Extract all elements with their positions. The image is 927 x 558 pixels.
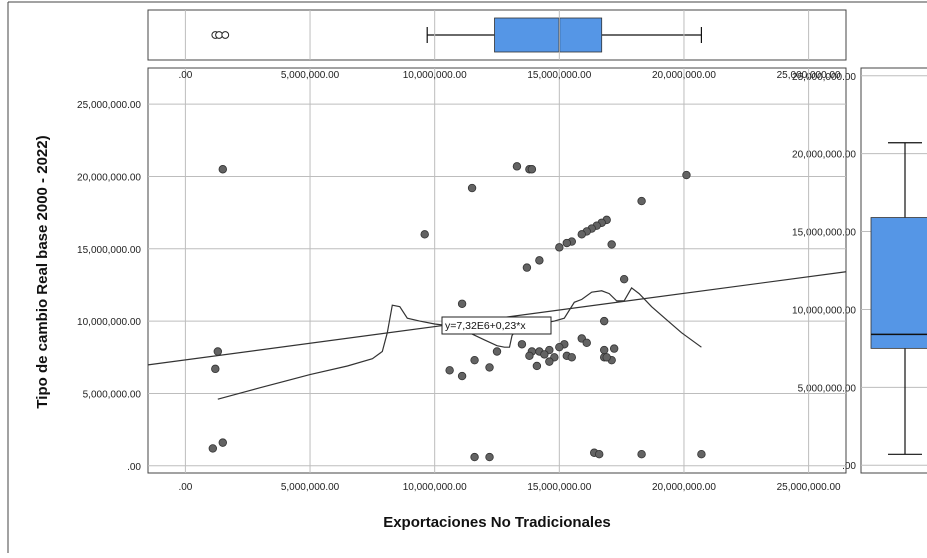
y-tick-labels: .00 5,000,000.00 10,000,000.00 15,000,000.0…: [77, 100, 141, 473]
data-point: [545, 357, 554, 366]
y-box-tick-label: .00: [842, 461, 856, 472]
x-tick-label-top: 15,000,000.00: [527, 70, 591, 81]
data-point: [485, 452, 494, 462]
data-point: [470, 452, 479, 462]
data-point: [512, 162, 522, 171]
main-plot: .00 5,000,000.00 10,000,000.00 15,000,000.0…: [77, 10, 847, 493]
y-box-tick-label: 20,000,000.00: [792, 150, 856, 161]
x-boxplot-frame: [147, 9, 847, 61]
data-point: [555, 243, 564, 252]
fit-label-group: y=7,32E6+0,23*x: [441, 316, 552, 335]
data-point: [637, 449, 646, 459]
data-point: [525, 351, 534, 361]
data-point: [697, 449, 706, 459]
y-tick-label: .00: [127, 462, 141, 473]
y-boxplot-panel: .00 5,000,000.00 10,000,000.00 15,000,000.0…: [792, 67, 927, 474]
data-point: [619, 274, 629, 284]
x-tick-label: 15,000,000.00: [527, 482, 591, 493]
y-box-tick-label: 25,000,000.00: [792, 72, 856, 83]
data-point: [562, 238, 571, 248]
x-tick-labels-bottom: .00 5,000,000.00 10,000,000.00 15,000,000.0…: [178, 482, 841, 493]
data-point: [527, 165, 537, 174]
fit-equation-label: y=7,32E6+0,23*x: [445, 320, 526, 332]
y-boxplot-frame: [860, 67, 927, 474]
data-point: [535, 256, 544, 265]
data-point: [609, 344, 619, 353]
x-tick-label-top: 25,000,000.00: [777, 70, 841, 81]
x-tick-label: 10,000,000.00: [403, 482, 467, 493]
x-tick-labels-top: .00 5,000,000.00 10,000,000.00 15,000,000.0…: [178, 70, 841, 81]
x-box-outlier: [221, 31, 230, 39]
data-point: [208, 444, 218, 453]
data-point: [599, 316, 609, 326]
data-point: [567, 353, 576, 362]
x-tick-label: 20,000,000.00: [652, 482, 716, 493]
data-point: [637, 196, 646, 206]
data-point: [492, 347, 502, 356]
x-tick-label: 5,000,000.00: [281, 482, 340, 493]
plot-frame: [147, 67, 847, 474]
y-box-tick-label: 10,000,000.00: [792, 305, 856, 316]
data-point: [577, 230, 586, 239]
loess-curve: [217, 287, 702, 400]
x-box: [494, 17, 603, 53]
x-tick-label-top: 5,000,000.00: [281, 70, 340, 81]
grid-lines: [148, 10, 846, 473]
x-tick-label: 25,000,000.00: [777, 482, 841, 493]
y-box-tick-label: 15,000,000.00: [792, 228, 856, 239]
data-point: [540, 350, 549, 359]
data-point: [595, 449, 604, 459]
y-box: [870, 217, 927, 349]
y-axis-title: Tipo de cambio Real base 2000 - 2022): [34, 135, 51, 408]
y-tick-label: 10,000,000.00: [77, 317, 141, 328]
data-point: [607, 240, 616, 249]
data-point: [470, 355, 479, 365]
data-point: [602, 353, 611, 362]
loess-curve-group: [217, 287, 702, 400]
y-tick-label: 15,000,000.00: [77, 245, 141, 256]
fit-label-box: [441, 316, 552, 335]
x-tick-label-top: .00: [178, 70, 192, 81]
x-axis-title: Exportaciones No Tradicionales: [383, 514, 611, 531]
data-point: [517, 340, 527, 349]
x-tick-label-top: 10,000,000.00: [403, 70, 467, 81]
data-point: [420, 230, 429, 239]
data-point: [211, 364, 220, 374]
data-point: [218, 438, 227, 447]
x-boxplot-panel: [147, 9, 847, 61]
data-point: [467, 183, 477, 193]
data-point: [218, 165, 227, 174]
x-tick-label: .00: [178, 482, 192, 493]
data-point: [213, 347, 222, 356]
data-points: [208, 162, 706, 462]
data-point: [555, 342, 564, 352]
data-point: [457, 299, 467, 308]
y-box-tick-label: 5,000,000.00: [798, 383, 857, 394]
data-point: [522, 263, 532, 272]
data-point: [457, 371, 467, 381]
data-point: [582, 338, 591, 348]
y-tick-label: 25,000,000.00: [77, 100, 141, 111]
y-tick-label: 5,000,000.00: [83, 389, 142, 400]
y-tick-label: 20,000,000.00: [77, 172, 141, 183]
x-tick-label-top: 20,000,000.00: [652, 70, 716, 81]
data-point: [485, 363, 494, 372]
data-point: [532, 361, 542, 371]
data-point: [682, 170, 691, 180]
data-point: [445, 366, 454, 375]
data-point: [599, 345, 609, 355]
